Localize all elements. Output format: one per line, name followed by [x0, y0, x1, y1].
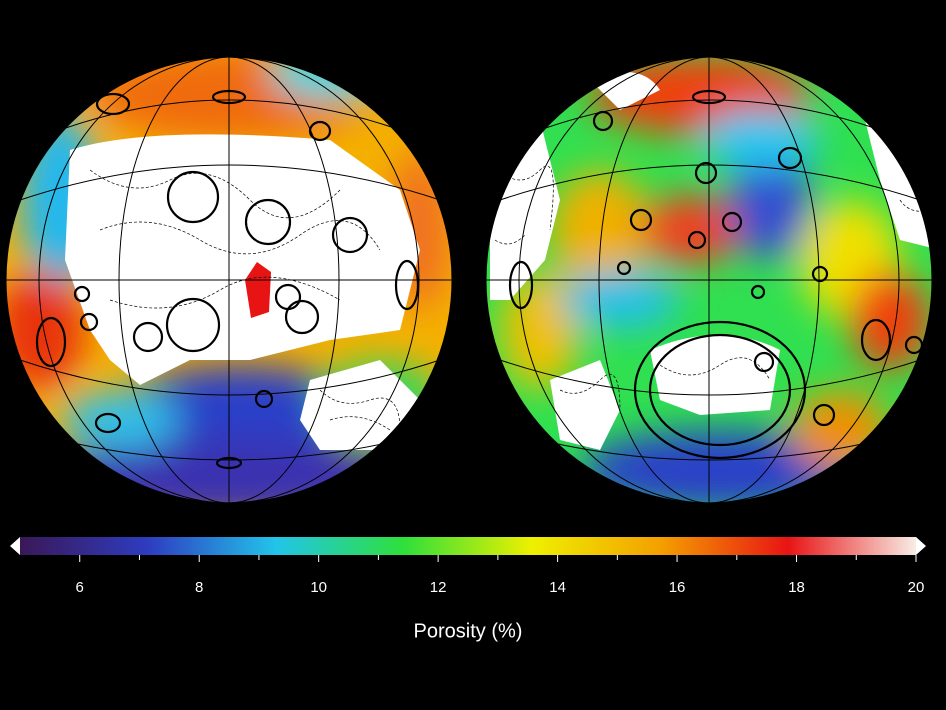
tick-label: 10	[310, 579, 327, 596]
left-hemisphere	[6, 57, 452, 503]
tick-label: 14	[549, 579, 566, 596]
colorbar-ramp	[20, 537, 916, 555]
tick-label: 12	[430, 579, 447, 596]
left-rim	[5, 56, 453, 504]
colorbar-arrow-high	[916, 537, 926, 555]
right-hemisphere	[486, 57, 932, 503]
colorbar: Porosity (%) 6 8 10 12 14 16 18 20	[10, 537, 926, 642]
tick-label: 6	[76, 579, 84, 596]
colorbar-label: Porosity (%)	[414, 620, 523, 642]
tick-label: 16	[669, 579, 686, 596]
tick-label: 8	[195, 579, 203, 596]
colorbar-arrow-low	[10, 537, 20, 555]
right-rim	[485, 56, 933, 504]
tick-label: 18	[788, 579, 805, 596]
tick-label: 20	[908, 579, 925, 596]
